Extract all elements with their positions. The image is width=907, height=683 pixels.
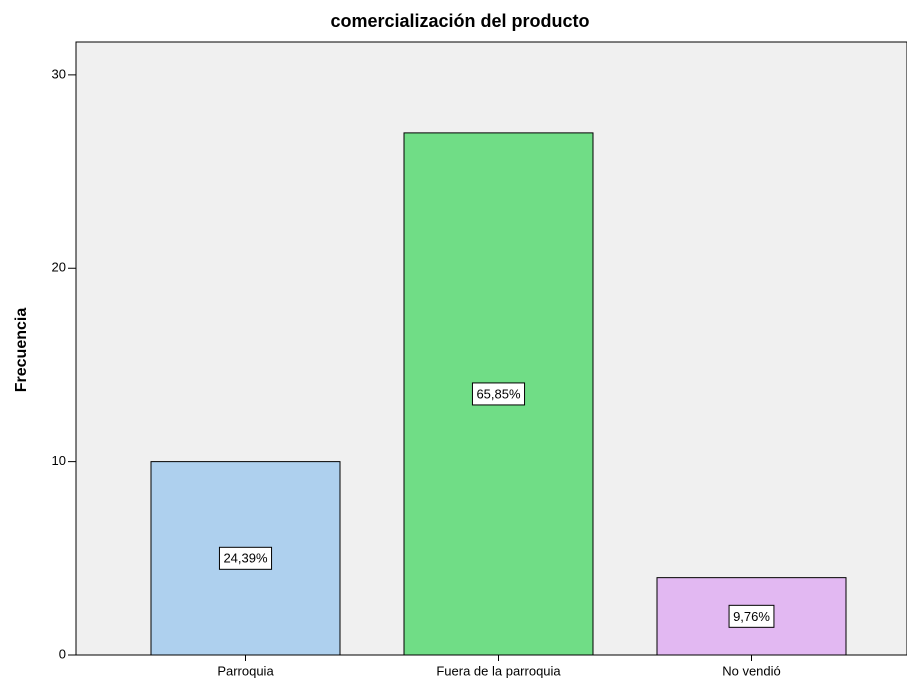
- percentage-label-box: [728, 604, 775, 628]
- percentage-label-box: [471, 382, 526, 406]
- percentage-label-box: [218, 546, 273, 570]
- bar: [150, 461, 341, 656]
- percentage-label: 65,85%: [476, 386, 521, 401]
- y-tick-label: 10: [52, 453, 66, 468]
- x-tick-label: Fuera de la parroquia: [436, 663, 561, 678]
- y-tick-label: 0: [59, 646, 66, 661]
- y-tick-label: 30: [52, 66, 66, 81]
- y-tick-label: 20: [52, 260, 66, 275]
- chart-title: comercialización del producto: [330, 11, 589, 31]
- y-axis-label: Frecuencia: [13, 308, 30, 393]
- percentage-label: 9,76%: [733, 609, 770, 624]
- x-tick-label: Parroquia: [217, 663, 274, 678]
- x-tick-label: No vendió: [722, 663, 781, 678]
- percentage-label: 24,39%: [223, 551, 268, 566]
